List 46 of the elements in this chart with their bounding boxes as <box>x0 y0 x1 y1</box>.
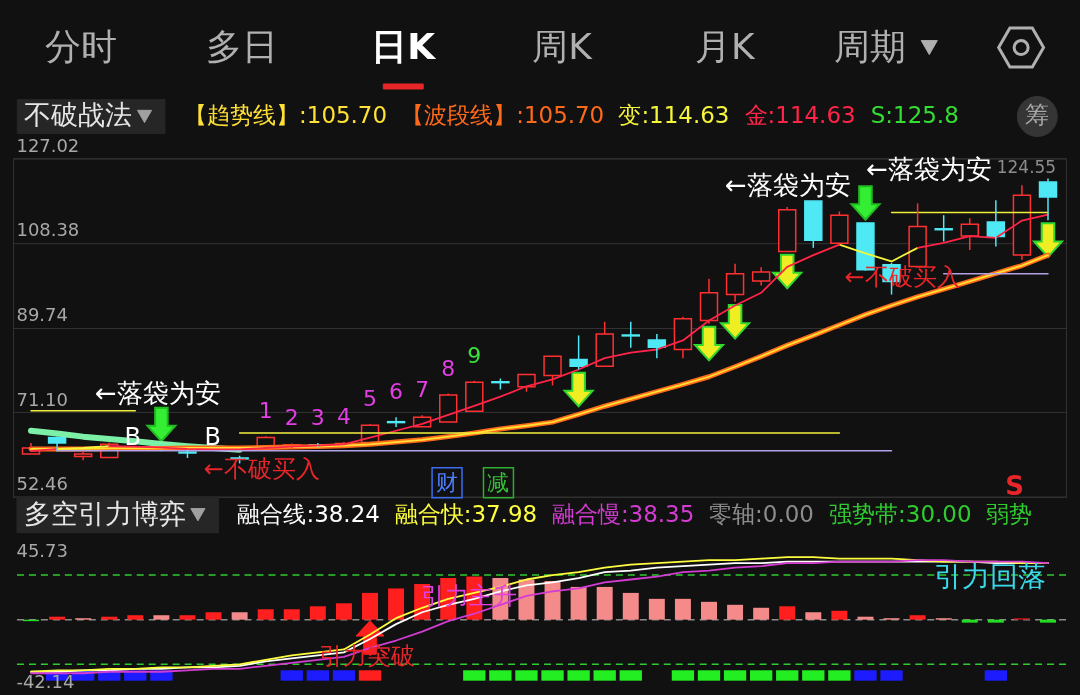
ref-line-label: 弱势 <box>986 500 1033 527</box>
text: 【趋势线】:105.70 <box>184 102 388 129</box>
text: 【波段线】:105.70 <box>401 102 605 129</box>
text: 变:114.63 <box>618 102 730 129</box>
y-tick-label: 45.73 <box>16 540 68 562</box>
annotation: 8 <box>441 355 456 381</box>
series-label: 融合慢:38.35 <box>551 500 695 527</box>
annotation: ←落袋为安 <box>95 377 221 408</box>
annotation: 124.55 <box>996 157 1057 178</box>
text: 金:114.63 <box>744 102 856 129</box>
annotation: 4 <box>336 404 351 430</box>
y-tick-label: 52.46 <box>16 473 68 495</box>
annotation: 9 <box>467 342 482 368</box>
annotation: ←落袋为安 <box>724 170 851 201</box>
text: 日K <box>371 25 437 67</box>
annotation: 7 <box>415 377 430 403</box>
ref-line-label: 零轴:0.00 <box>709 500 814 527</box>
y-tick-label: 89.74 <box>16 304 68 326</box>
annotation: ←不破买入 <box>203 454 320 483</box>
text: 融合线:38.24 <box>237 500 380 527</box>
text: 分时 <box>44 25 117 67</box>
ref-line-label: 强势带:30.00 <box>829 500 972 527</box>
text: 筹 <box>1025 101 1050 130</box>
annotation: 5 <box>363 385 377 411</box>
text: S:125.8 <box>870 102 959 129</box>
annotation: 减 <box>487 469 510 495</box>
annotation: 2 <box>284 405 299 431</box>
chart-title: 多空引力博弈 <box>23 497 186 529</box>
annotation: 3 <box>310 405 325 431</box>
y-tick-label: 71.10 <box>16 388 68 410</box>
text: 周期 <box>834 25 907 67</box>
annotation: 财 <box>436 469 459 495</box>
annotation: ←落袋为安 <box>866 154 992 185</box>
y-tick-label: 127.02 <box>16 134 80 156</box>
text: 多日 <box>205 25 278 67</box>
annotation: 1 <box>258 398 273 424</box>
text: 融合快:37.98 <box>394 500 538 527</box>
annotation: 6 <box>389 379 404 405</box>
chart-title: 不破战法 <box>23 99 132 131</box>
annotation: B <box>204 422 221 451</box>
annotation: S <box>1005 470 1024 501</box>
y-tick-label: -42.14 <box>16 670 75 692</box>
y-tick-label: 108.38 <box>16 219 80 241</box>
text: 月K <box>694 25 756 67</box>
text: 周K <box>532 25 594 67</box>
annotation: 引力回落 <box>933 559 1046 593</box>
